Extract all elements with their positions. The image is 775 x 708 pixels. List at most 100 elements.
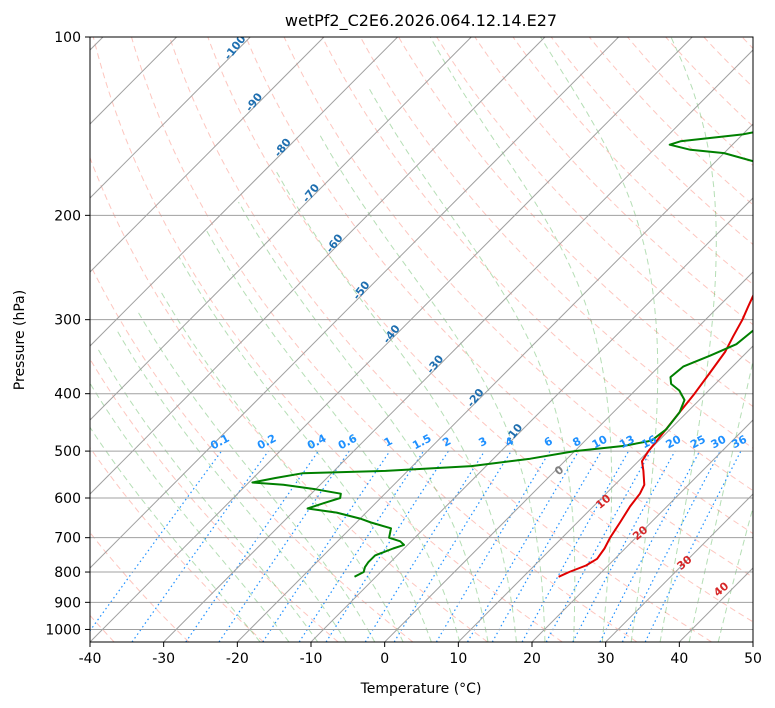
mixing-ratio-line bbox=[545, 450, 652, 642]
mixing-ratio-label: 0.2 bbox=[255, 432, 278, 453]
y-tick-label: 800 bbox=[54, 565, 81, 581]
dry-adiabat bbox=[207, 37, 753, 623]
dry-adiabat bbox=[90, 446, 264, 642]
mixing-ratio-label: 0.4 bbox=[305, 432, 329, 453]
isotherm-label: -40 bbox=[380, 322, 403, 346]
chart-title: wetPf2_C2E6.2026.064.12.14.E27 bbox=[285, 11, 557, 31]
isotherm-line bbox=[90, 37, 325, 273]
isotherm-line bbox=[236, 123, 753, 642]
mixing-ratio-label: 36 bbox=[729, 432, 749, 451]
y-tick-label: 200 bbox=[54, 208, 81, 224]
isotherm-line bbox=[90, 37, 251, 199]
isotherm-line bbox=[163, 49, 753, 642]
dry-adiabat bbox=[703, 37, 753, 88]
moist-adiabat bbox=[90, 382, 290, 642]
mixing-ratio-label: 3 bbox=[477, 434, 490, 449]
dry-adiabat bbox=[283, 37, 753, 535]
isotherm-line bbox=[90, 37, 398, 347]
x-tick-label: -30 bbox=[152, 651, 175, 667]
moist-adiabat bbox=[178, 256, 432, 642]
moist-adiabat bbox=[540, 37, 659, 642]
mixing-ratio-line bbox=[218, 450, 350, 642]
moist-adiabat bbox=[90, 426, 261, 642]
moist-adiabat bbox=[274, 169, 517, 642]
dewpoint-profile-line bbox=[251, 131, 753, 578]
dry-adiabat bbox=[550, 37, 753, 246]
dry-adiabat bbox=[90, 156, 488, 642]
moist-adiabat-label: 0 bbox=[552, 463, 566, 478]
dry-adiabat bbox=[741, 37, 753, 50]
mixing-ratio-line bbox=[521, 450, 630, 642]
dry-adiabat bbox=[588, 37, 753, 206]
moist-adiabat bbox=[137, 311, 376, 642]
moist-adiabat-label: 10 bbox=[593, 492, 613, 512]
x-tick-label: 30 bbox=[597, 651, 615, 667]
dry-adiabat bbox=[90, 263, 414, 642]
mixing-ratio-label: 1 bbox=[382, 434, 395, 449]
x-tick-label: 0 bbox=[380, 651, 389, 667]
moist-adiabat bbox=[318, 132, 546, 642]
y-tick-label: 500 bbox=[54, 444, 81, 460]
isotherm-line bbox=[605, 493, 753, 642]
temperature-profile-line bbox=[558, 293, 753, 578]
mixing-ratio-line bbox=[466, 450, 580, 642]
isotherm-line bbox=[752, 641, 753, 642]
dry-adiabat bbox=[627, 37, 753, 167]
isotherm-label: -80 bbox=[271, 136, 294, 160]
mixing-ratio-line bbox=[599, 450, 701, 642]
moist-adiabat bbox=[659, 37, 717, 642]
isotherm-label: -90 bbox=[243, 90, 266, 114]
moist-adiabat bbox=[116, 330, 347, 642]
x-tick-label: -40 bbox=[79, 651, 102, 667]
mixing-ratio-label: 13 bbox=[617, 433, 637, 452]
moist-adiabat-label: 40 bbox=[711, 579, 731, 599]
y-tick-label: 400 bbox=[54, 387, 81, 403]
mixing-ratio-line bbox=[393, 450, 512, 642]
x-tick-label: 20 bbox=[523, 651, 541, 667]
moist-adiabat bbox=[369, 88, 576, 642]
x-tick-label: 40 bbox=[670, 651, 688, 667]
isotherm-line bbox=[90, 37, 619, 569]
plot-frame bbox=[89, 36, 754, 643]
dry-adiabat bbox=[512, 37, 753, 285]
mixing-ratio-line bbox=[298, 450, 425, 642]
y-tick-label: 1000 bbox=[45, 622, 81, 638]
mixing-ratio-label: 6 bbox=[542, 434, 555, 449]
x-tick-label: 50 bbox=[744, 651, 762, 667]
mixing-ratio-label: 0.1 bbox=[208, 432, 231, 453]
y-axis-title: Pressure (hPa) bbox=[12, 290, 28, 390]
moist-adiabat bbox=[160, 291, 404, 642]
y-tick-label: 900 bbox=[54, 595, 81, 611]
isotherm-label: -20 bbox=[464, 386, 487, 410]
x-tick-label: -10 bbox=[300, 651, 323, 667]
y-tick-label: 100 bbox=[54, 30, 81, 46]
moist-adiabat bbox=[717, 505, 753, 642]
isotherm-line bbox=[310, 197, 753, 642]
y-tick-label: 300 bbox=[54, 313, 81, 329]
isotherm-label: -30 bbox=[424, 352, 447, 376]
mixing-ratio-label: 8 bbox=[571, 434, 584, 449]
isotherm-label: -70 bbox=[300, 181, 323, 205]
isotherm-line bbox=[531, 419, 753, 642]
dry-adiabat bbox=[92, 37, 563, 642]
mixing-ratio-line bbox=[262, 450, 391, 642]
dry-adiabat bbox=[90, 358, 339, 642]
mixing-ratio-line bbox=[435, 450, 551, 642]
isotherm-line bbox=[457, 345, 753, 642]
mixing-ratio-line bbox=[364, 450, 486, 642]
mixing-ratio-label: 16 bbox=[639, 432, 659, 451]
mixing-ratio-line bbox=[491, 450, 602, 642]
mixing-ratio-label: 30 bbox=[709, 433, 729, 452]
dry-adiabat bbox=[398, 37, 753, 408]
y-tick-label: 600 bbox=[54, 491, 81, 507]
dry-adiabat bbox=[321, 37, 753, 492]
isotherm-line bbox=[90, 37, 472, 421]
dry-adiabat bbox=[665, 37, 753, 127]
isotherm-line bbox=[90, 37, 693, 642]
y-tick-label: 700 bbox=[54, 531, 81, 547]
dry-adiabat bbox=[131, 37, 638, 642]
isotherm-line bbox=[90, 37, 546, 495]
mixing-ratio-line bbox=[131, 450, 269, 642]
isotherm-line bbox=[678, 567, 753, 642]
